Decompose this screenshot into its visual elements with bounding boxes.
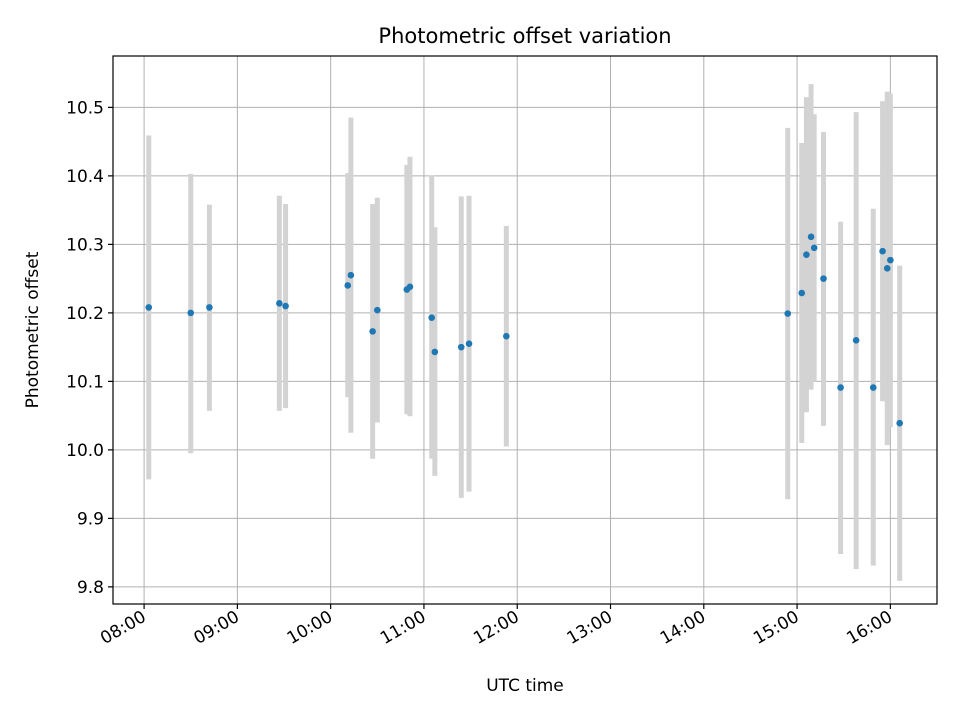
y-tick-label: 9.9 [77, 509, 104, 529]
chart-title: Photometric offset variation [378, 24, 671, 48]
data-point [276, 299, 283, 307]
data-point [406, 283, 414, 291]
data-point [465, 340, 473, 348]
y-tick-label: 10.5 [66, 98, 104, 118]
data-point [374, 306, 381, 314]
y-tick-label: 10.1 [66, 372, 104, 392]
data-point [803, 251, 810, 258]
y-tick-label: 10.3 [66, 235, 104, 255]
data-point [206, 304, 213, 311]
data-point [145, 304, 153, 311]
plot-frame [112, 55, 938, 605]
data-points [145, 233, 903, 427]
data-point [344, 282, 352, 289]
data-point [887, 256, 894, 264]
y-tick-label: 10.2 [66, 304, 104, 324]
data-point [369, 328, 376, 335]
data-point [879, 247, 886, 255]
data-point [837, 384, 844, 391]
x-axis-title: UTC time [486, 676, 564, 696]
data-point [869, 384, 877, 391]
data-point [347, 271, 355, 279]
y-tick-label: 10.4 [66, 167, 104, 187]
data-point [282, 302, 289, 310]
data-point [810, 244, 818, 252]
data-point [457, 343, 465, 351]
y-tick-label: 9.8 [77, 578, 104, 598]
y-axis-ticks: 9.8 9.9 10.0 10.1 10.2 10.3 10.4 10.5 [66, 98, 113, 598]
data-point [428, 314, 436, 321]
data-point [883, 265, 891, 272]
data-point [852, 336, 860, 344]
y-axis-title: Photometric offset [23, 251, 43, 408]
data-point [896, 419, 903, 427]
data-point [784, 310, 792, 317]
data-point [798, 289, 806, 297]
data-point [807, 233, 815, 241]
y-tick-label: 10.0 [66, 441, 104, 461]
data-point [187, 309, 195, 317]
data-point [431, 348, 439, 356]
data-point [503, 332, 510, 340]
data-point [820, 275, 827, 282]
